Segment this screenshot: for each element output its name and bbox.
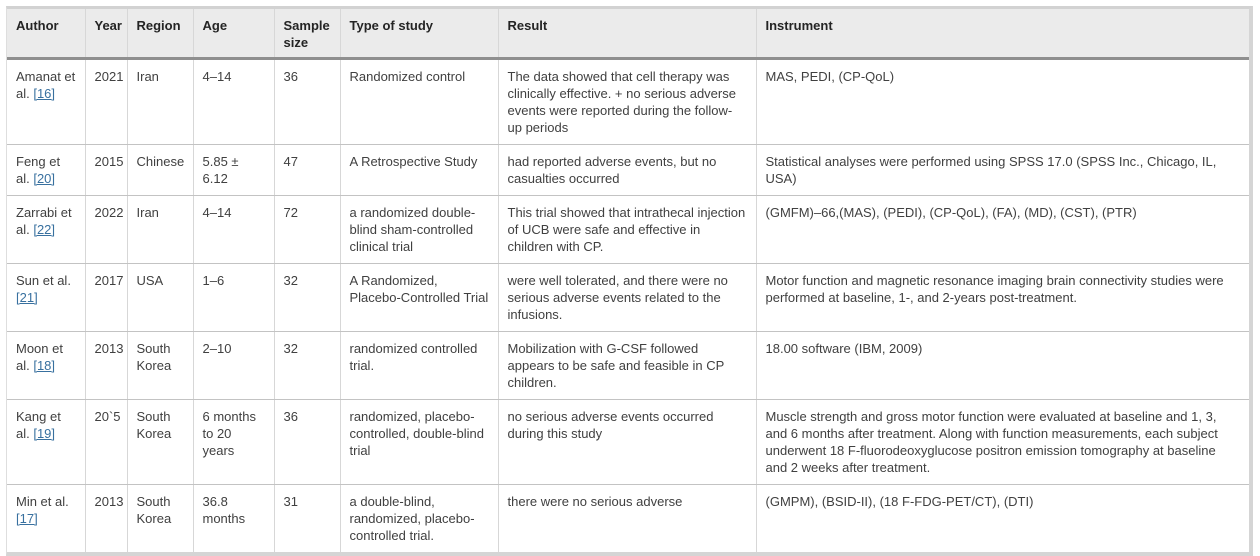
header-row: Author Year Region Age Sample size Type …: [7, 9, 1249, 60]
author-cell: Kang et al. [19]: [7, 399, 85, 485]
type-cell: Randomized control: [339, 58, 498, 145]
table-header: Author Year Region Age Sample size Type …: [7, 9, 1249, 60]
reference-link[interactable]: [17]: [16, 511, 38, 526]
age-cell: 6 months to 20 years: [192, 399, 274, 485]
instrument-cell: Motor function and magnetic resonance im…: [755, 263, 1249, 332]
result-cell: no serious adverse events occurred durin…: [497, 399, 756, 485]
reference-link[interactable]: [18]: [33, 358, 56, 373]
reference-link[interactable]: [20]: [33, 171, 56, 186]
result-cell: were well tolerated, and there were no s…: [497, 263, 756, 332]
type-cell: a double-blind, randomized, placebo-cont…: [339, 484, 498, 552]
result-cell: Mobilization with G-CSF followed appears…: [497, 331, 756, 400]
column-header-region: Region: [126, 9, 193, 60]
instrument-cell: (GMPM), (BSID-II), (18 F-FDG-PET/CT), (D…: [755, 484, 1249, 552]
age-cell: 4–14: [192, 195, 274, 264]
type-cell: a randomized double-blind sham-controlle…: [339, 195, 498, 264]
author-name: Amanat et al.: [16, 69, 76, 101]
studies-table: Author Year Region Age Sample size Type …: [7, 9, 1249, 552]
sample-size-cell: 32: [273, 331, 340, 400]
author-name: Feng et al.: [16, 154, 61, 186]
year-cell: 2015: [84, 144, 127, 196]
author-name: Sun et al.: [16, 273, 71, 288]
age-cell: 5.85 ± 6.12: [192, 144, 274, 196]
author-cell: Zarrabi et al. [22]: [7, 195, 85, 264]
result-cell: had reported adverse events, but no casu…: [497, 144, 756, 196]
column-header-type-of-study: Type of study: [339, 9, 498, 60]
instrument-cell: 18.00 software (IBM, 2009): [755, 331, 1249, 400]
author-cell: Min et al. [17]: [7, 484, 85, 552]
author-cell: Sun et al. [21]: [7, 263, 85, 332]
reference-link[interactable]: [19]: [33, 426, 56, 441]
table-row: Min et al. [17] 2013 South Korea 36.8 month…: [7, 484, 1249, 552]
author-cell: Amanat et al. [16]: [7, 58, 85, 145]
region-cell: Iran: [126, 195, 193, 264]
region-cell: South Korea: [126, 399, 193, 485]
region-cell: USA: [126, 263, 193, 332]
year-cell: 2017: [84, 263, 127, 332]
reference-link[interactable]: [21]: [16, 290, 38, 305]
type-cell: A Retrospective Study: [339, 144, 498, 196]
table-row: Kang et al. [19] 20`5 South Korea 6 months …: [7, 399, 1249, 485]
result-cell: This trial showed that intrathecal injec…: [497, 195, 756, 264]
region-cell: Chinese: [126, 144, 193, 196]
age-cell: 1–6: [192, 263, 274, 332]
column-header-sample-size: Sample size: [273, 9, 340, 60]
result-cell: The data showed that cell therapy was cl…: [497, 58, 756, 145]
column-header-author: Author: [7, 9, 85, 60]
region-cell: South Korea: [126, 331, 193, 400]
region-cell: Iran: [126, 58, 193, 145]
year-cell: 2013: [84, 484, 127, 552]
result-cell: there were no serious adverse: [497, 484, 756, 552]
table-body: Amanat et al. [16] 2021 Iran 4–14 36 Randomiz…: [7, 58, 1249, 552]
instrument-cell: Statistical analyses were performed usin…: [755, 144, 1249, 196]
author-name: Kang et al.: [16, 409, 61, 441]
type-cell: randomized controlled trial.: [339, 331, 498, 400]
sample-size-cell: 72: [273, 195, 340, 264]
year-cell: 2022: [84, 195, 127, 264]
year-cell: 20`5: [84, 399, 127, 485]
instrument-cell: (GMFM)–66,(MAS), (PEDI), (CP-QoL), (FA),…: [755, 195, 1249, 264]
region-cell: South Korea: [126, 484, 193, 552]
table-row: Feng et al. [20] 2015 Chinese 5.85 ± 6.12 47…: [7, 144, 1249, 196]
type-cell: A Randomized, Placebo-Controlled Trial: [339, 263, 498, 332]
column-header-result: Result: [497, 9, 756, 60]
author-cell: Feng et al. [20]: [7, 144, 85, 196]
table-row: Moon et al. [18] 2013 South Korea 2–10 32 ran…: [7, 331, 1249, 400]
sample-size-cell: 36: [273, 399, 340, 485]
sample-size-cell: 32: [273, 263, 340, 332]
sample-size-cell: 47: [273, 144, 340, 196]
table-row: Zarrabi et al. [22] 2022 Iran 4–14 72 a rando…: [7, 195, 1249, 264]
author-cell: Moon et al. [18]: [7, 331, 85, 400]
type-cell: randomized, placebo-controlled, double-b…: [339, 399, 498, 485]
instrument-cell: MAS, PEDI, (CP-QoL): [755, 58, 1249, 145]
column-header-age: Age: [192, 9, 274, 60]
sample-size-cell: 36: [273, 58, 340, 145]
table-row: Sun et al. [21] 2017 USA 1–6 32 A Randomized,…: [7, 263, 1249, 332]
age-cell: 36.8 months: [192, 484, 274, 552]
age-cell: 4–14: [192, 58, 274, 145]
reference-link[interactable]: [22]: [33, 222, 56, 237]
instrument-cell: Muscle strength and gross motor function…: [755, 399, 1249, 485]
author-name: Zarrabi et al.: [16, 205, 72, 237]
author-name: Min et al.: [16, 494, 69, 509]
age-cell: 2–10: [192, 331, 274, 400]
sample-size-cell: 31: [273, 484, 340, 552]
column-header-instrument: Instrument: [755, 9, 1249, 60]
year-cell: 2021: [84, 58, 127, 145]
column-header-year: Year: [84, 9, 127, 60]
author-name: Moon et al.: [16, 341, 63, 373]
reference-link[interactable]: [16]: [33, 86, 56, 101]
studies-table-container: Author Year Region Age Sample size Type …: [6, 6, 1253, 556]
table-row: Amanat et al. [16] 2021 Iran 4–14 36 Randomiz…: [7, 58, 1249, 145]
year-cell: 2013: [84, 331, 127, 400]
